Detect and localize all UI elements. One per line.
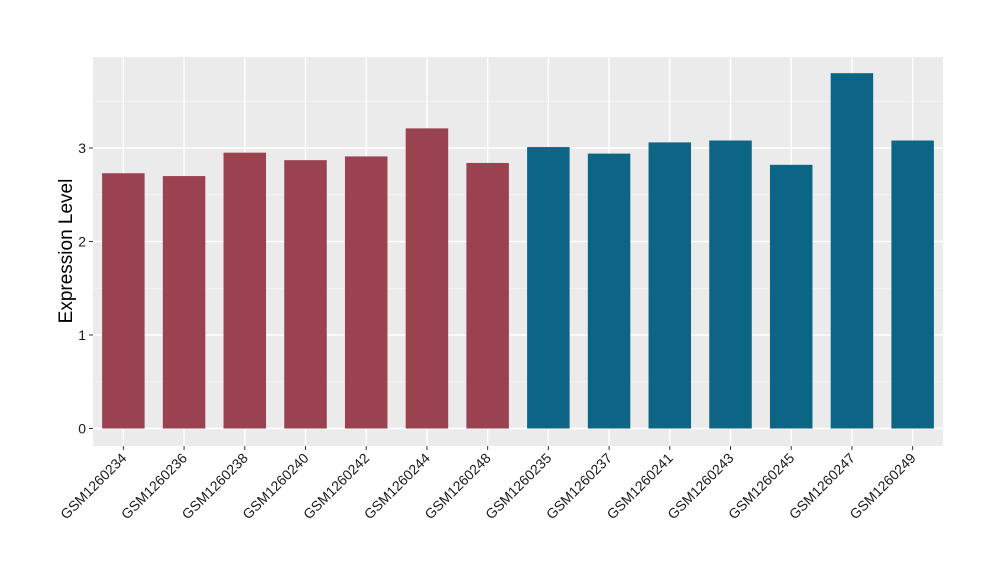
bar-gsm1260245: [769, 164, 813, 429]
y-tick-label: 3: [78, 140, 86, 156]
plot-panel: [93, 57, 943, 446]
bar-gsm1260237: [587, 153, 631, 429]
bars: [102, 73, 934, 429]
bar-gsm1260235: [527, 147, 570, 429]
bar-gsm1260247: [830, 73, 874, 429]
bar-gsm1260240: [284, 160, 327, 429]
y-tick-label: 1: [78, 327, 86, 343]
bar-gsm1260243: [709, 140, 752, 429]
bar-gsm1260241: [648, 142, 692, 429]
y-axis: 0 1 2 3: [78, 140, 93, 437]
bar-gsm1260234: [102, 173, 145, 429]
bar-gsm1260238: [223, 152, 267, 429]
y-tick-label: 0: [78, 421, 86, 437]
bar-gsm1260248: [466, 162, 509, 429]
bar-gsm1260244: [405, 128, 449, 429]
y-tick-label: 2: [78, 234, 86, 250]
bar-gsm1260249: [891, 140, 934, 429]
x-axis: GSM1260234GSM1260236GSM1260238GSM1260240…: [57, 446, 919, 522]
bar-gsm1260236: [162, 176, 206, 429]
bar-gsm1260242: [344, 156, 388, 429]
y-axis-title: Expression Level: [56, 179, 77, 324]
